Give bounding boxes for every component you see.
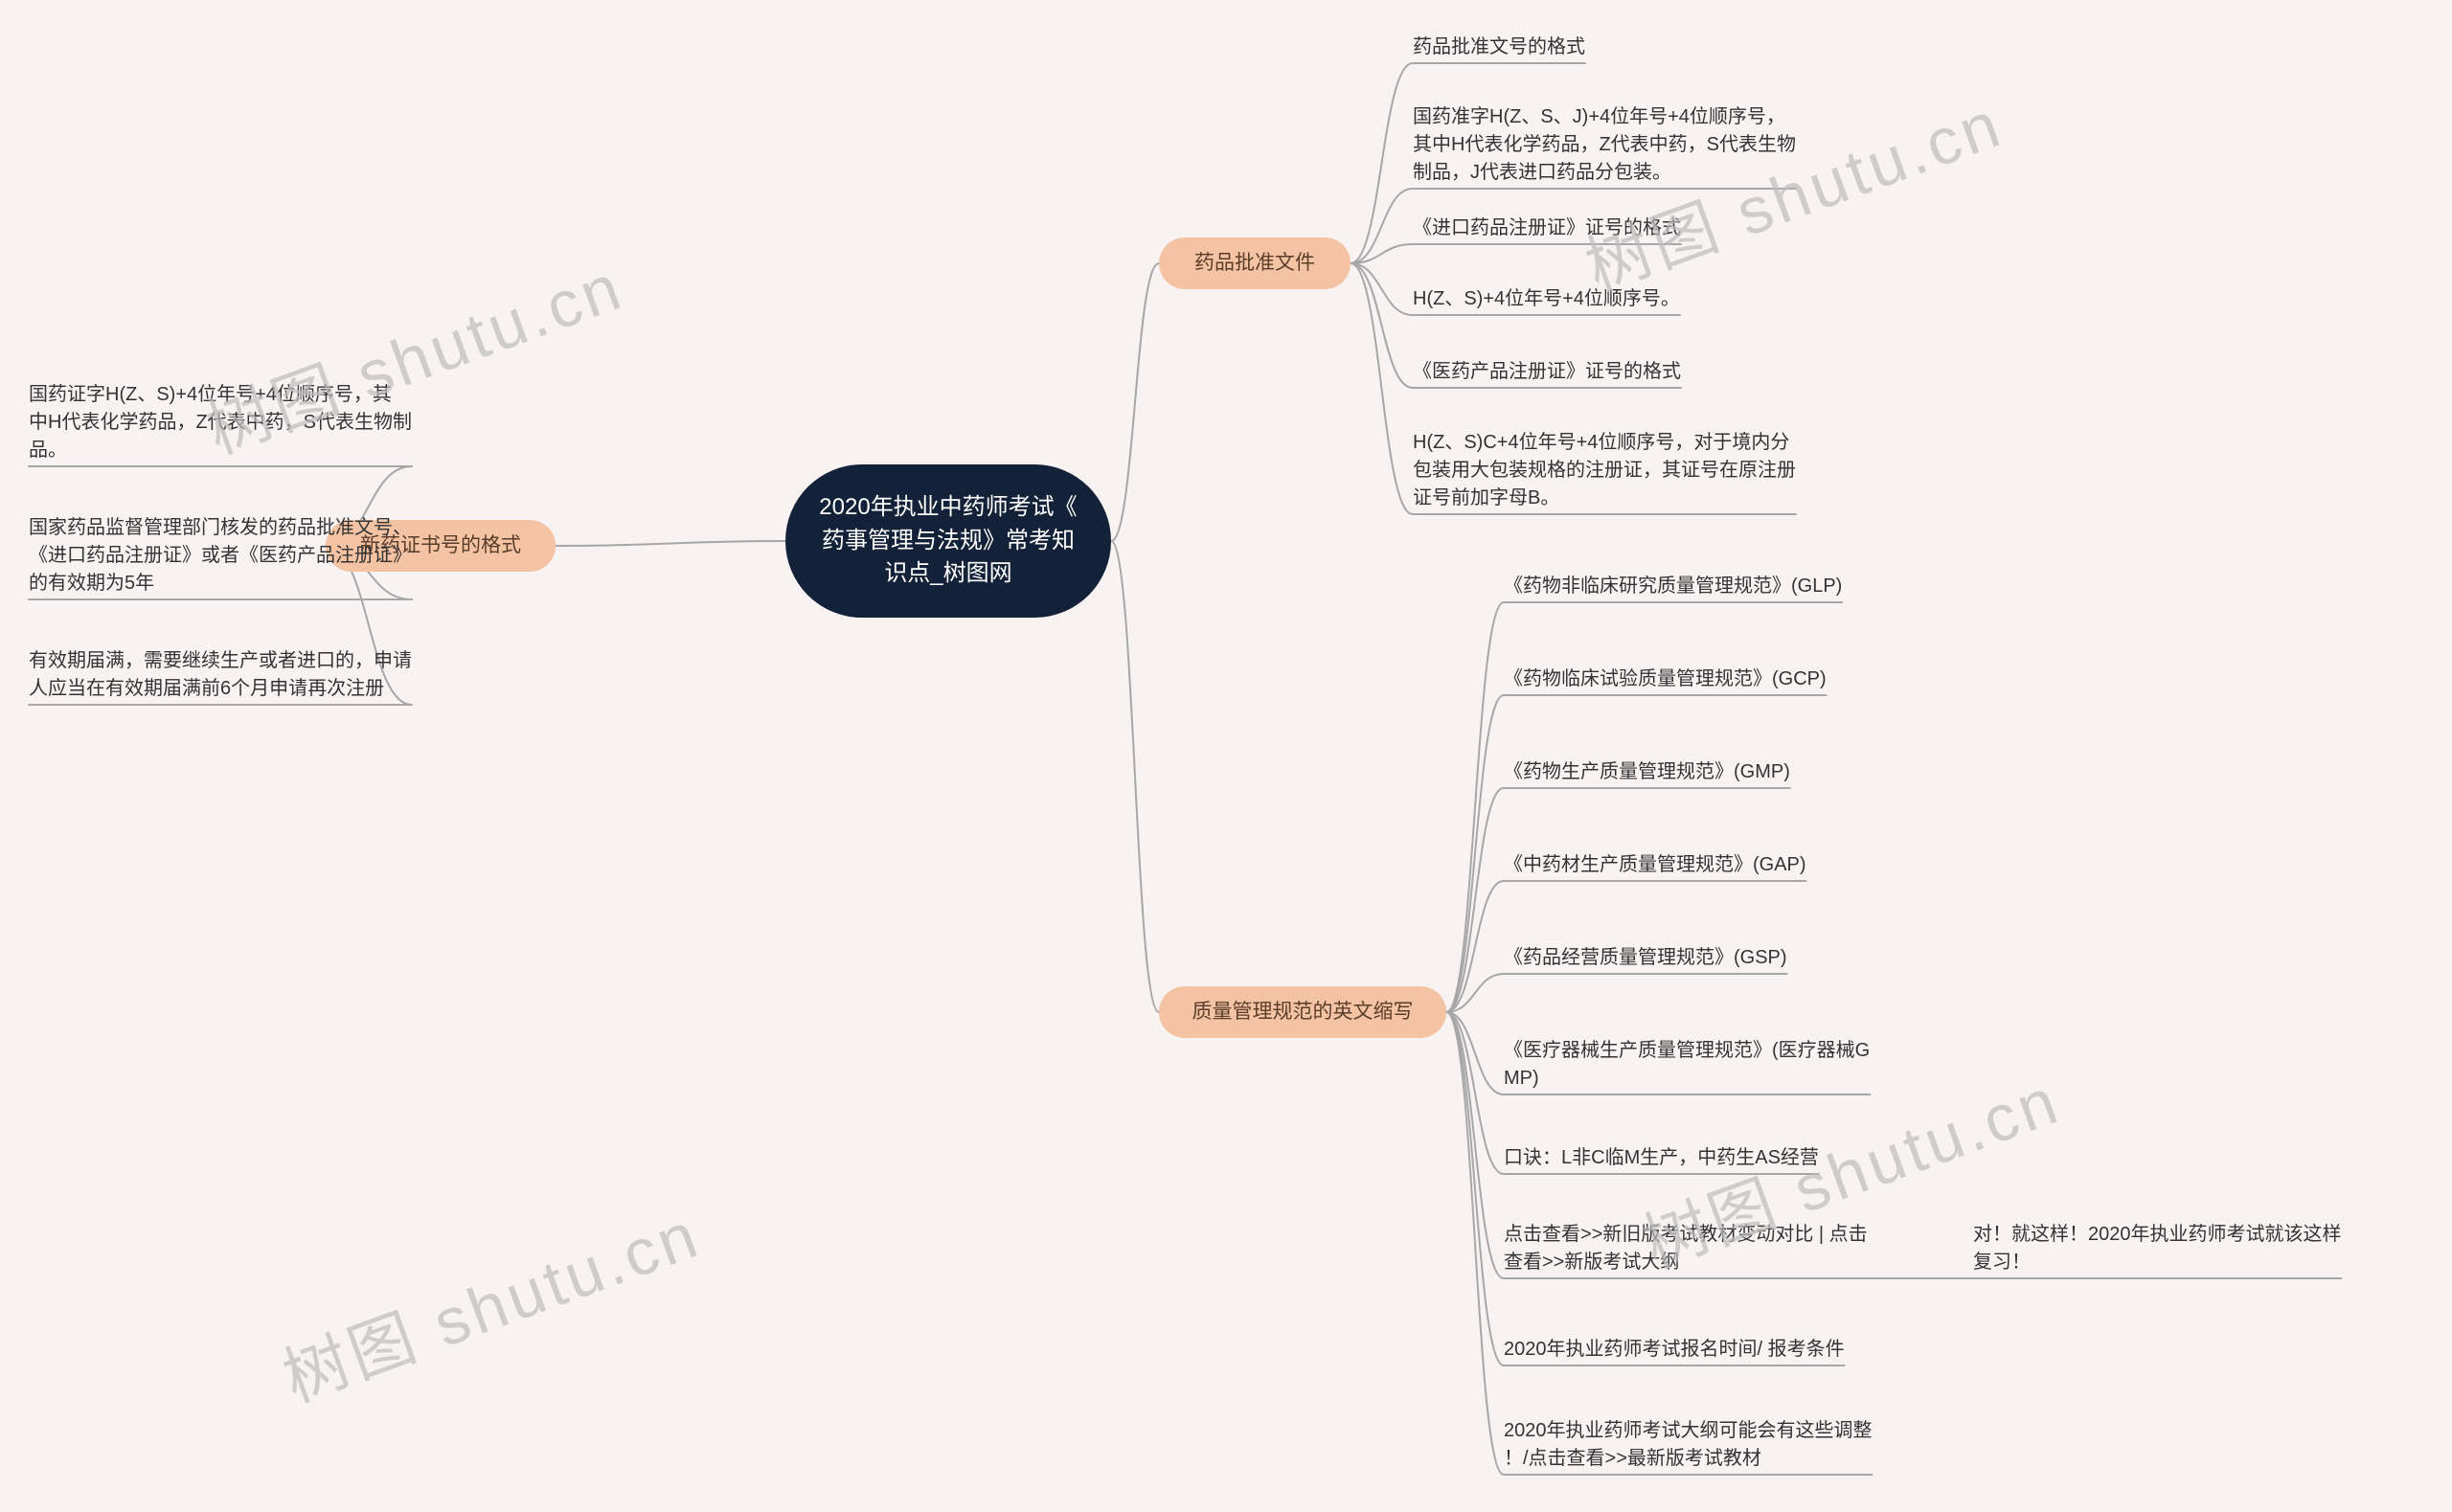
leaf-node: 对！就这样！2020年执业药师考试就该这样复习！ <box>1973 1221 2342 1276</box>
leaf-node: 《药物生产质量管理规范》(GMP) <box>1504 758 1790 786</box>
branch-qm-abbrev: 质量管理规范的英文缩写 <box>1159 986 1446 1038</box>
leaf-node: 有效期届满，需要继续生产或者进口的，申请人应当在有效期届满前6个月申请再次注册 <box>29 647 412 703</box>
leaf-node: 《医药产品注册证》证号的格式 <box>1413 358 1681 386</box>
leaf-node: 2020年执业药师考试大纲可能会有这些调整！/点击查看>>最新版考试教材 <box>1504 1417 1873 1473</box>
branch-drug-approval-docs: 药品批准文件 <box>1159 237 1351 289</box>
leaf-node: 《药物非临床研究质量管理规范》(GLP) <box>1504 573 1842 600</box>
leaf-node: 《中药材生产质量管理规范》(GAP) <box>1504 851 1806 879</box>
branch-label: 药品批准文件 <box>1194 249 1315 278</box>
leaf-label: 《进口药品注册证》证号的格式 <box>1413 217 1681 238</box>
leaf-label: 对！就这样！2020年执业药师考试就该这样复习！ <box>1973 1224 2342 1273</box>
root-label: 2020年执业中药师考试《药事管理与法规》常考知识点_树图网 <box>819 491 1077 591</box>
leaf-node: 口诀：L非C临M生产，中药生AS经营 <box>1504 1144 1819 1172</box>
leaf-node: H(Z、S)C+4位年号+4位顺序号，对于境内分包装用大包装规格的注册证，其证号… <box>1413 429 1796 512</box>
leaf-label: 《药品经营质量管理规范》(GSP) <box>1504 947 1787 968</box>
leaf-label: 药品批准文号的格式 <box>1413 36 1585 57</box>
leaf-label: 国家药品监督管理部门核发的药品批准文号、《进口药品注册证》或者《医药产品注册证》… <box>29 517 412 594</box>
leaf-label: 《药物生产质量管理规范》(GMP) <box>1504 761 1790 782</box>
leaf-label: 《医疗器械生产质量管理规范》(医疗器械GMP) <box>1504 1040 1870 1089</box>
leaf-label: 《药物非临床研究质量管理规范》(GLP) <box>1504 575 1842 597</box>
leaf-node: 《药品经营质量管理规范》(GSP) <box>1504 944 1787 972</box>
leaf-label: 2020年执业药师考试报名时间/ 报考条件 <box>1504 1339 1845 1360</box>
leaf-label: 《中药材生产质量管理规范》(GAP) <box>1504 854 1806 875</box>
leaf-label: 点击查看>>新旧版考试教材变动对比 | 点击查看>>新版考试大纲 <box>1504 1224 1868 1273</box>
leaf-node: 国药证字H(Z、S)+4位年号+4位顺序号，其中H代表化学药品，Z代表中药，S代… <box>29 381 412 464</box>
leaf-label: H(Z、S)C+4位年号+4位顺序号，对于境内分包装用大包装规格的注册证，其证号… <box>1413 432 1796 508</box>
mindmap-canvas <box>0 0 2452 1512</box>
leaf-label: H(Z、S)+4位年号+4位顺序号。 <box>1413 288 1680 309</box>
leaf-label: 有效期届满，需要继续生产或者进口的，申请人应当在有效期届满前6个月申请再次注册 <box>29 650 412 699</box>
leaf-label: 口诀：L非C临M生产，中药生AS经营 <box>1504 1147 1819 1168</box>
leaf-node: H(Z、S)+4位年号+4位顺序号。 <box>1413 285 1680 313</box>
leaf-node: 《药物临床试验质量管理规范》(GCP) <box>1504 666 1827 693</box>
leaf-label: 2020年执业药师考试大纲可能会有这些调整！/点击查看>>最新版考试教材 <box>1504 1420 1873 1469</box>
mindmap-root: 2020年执业中药师考试《药事管理与法规》常考知识点_树图网 <box>785 464 1111 618</box>
leaf-node: 国家药品监督管理部门核发的药品批准文号、《进口药品注册证》或者《医药产品注册证》… <box>29 514 412 598</box>
leaf-node: 点击查看>>新旧版考试教材变动对比 | 点击查看>>新版考试大纲 <box>1504 1221 1868 1276</box>
leaf-node: 《进口药品注册证》证号的格式 <box>1413 214 1681 242</box>
leaf-label: 国药证字H(Z、S)+4位年号+4位顺序号，其中H代表化学药品，Z代表中药，S代… <box>29 384 412 461</box>
branch-label: 质量管理规范的英文缩写 <box>1192 998 1414 1027</box>
leaf-node: 国药准字H(Z、S、J)+4位年号+4位顺序号，其中H代表化学药品，Z代表中药，… <box>1413 103 1796 187</box>
leaf-node: 2020年执业药师考试报名时间/ 报考条件 <box>1504 1336 1845 1364</box>
leaf-node: 《医疗器械生产质量管理规范》(医疗器械GMP) <box>1504 1037 1870 1093</box>
leaf-label: 国药准字H(Z、S、J)+4位年号+4位顺序号，其中H代表化学药品，Z代表中药，… <box>1413 106 1796 183</box>
leaf-label: 《药物临床试验质量管理规范》(GCP) <box>1504 668 1827 689</box>
leaf-node: 药品批准文号的格式 <box>1413 34 1585 61</box>
leaf-label: 《医药产品注册证》证号的格式 <box>1413 361 1681 382</box>
